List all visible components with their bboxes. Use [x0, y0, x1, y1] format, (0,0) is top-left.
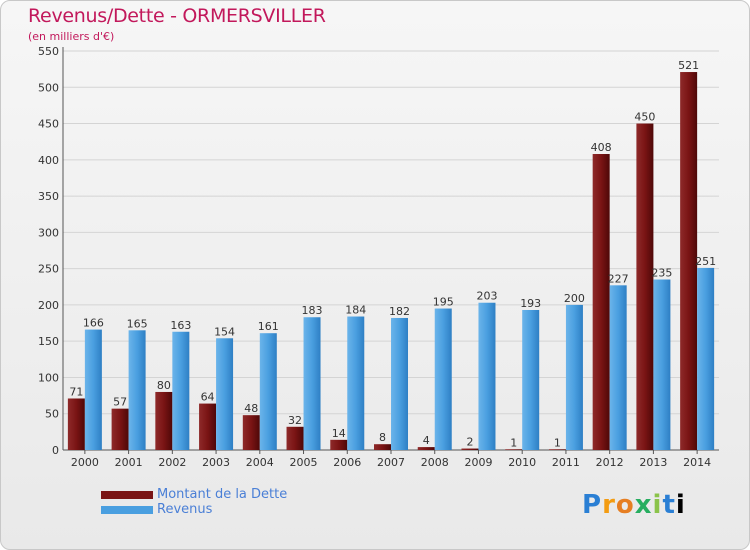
x-tick-label: 2001 [115, 456, 143, 469]
data-label-debt: 408 [591, 141, 612, 154]
x-tick-label: 2009 [464, 456, 492, 469]
bar-debt [286, 426, 304, 450]
y-tick-label: 300 [38, 226, 59, 239]
data-label-debt: 14 [332, 427, 346, 440]
y-tick-label: 450 [38, 118, 59, 131]
chart-title: Revenus/Dette - ORMERSVILLER [28, 5, 326, 27]
bar-revenue [609, 285, 627, 450]
bar-revenue [565, 304, 583, 450]
y-tick-label: 0 [52, 444, 59, 457]
x-tick-label: 2011 [552, 456, 580, 469]
x-tick-label: 2002 [158, 456, 186, 469]
data-label-debt: 71 [69, 385, 83, 398]
data-label-revenue: 163 [170, 319, 191, 332]
data-label-revenue: 193 [520, 297, 541, 310]
bar-debt [374, 444, 391, 450]
bar-revenue [128, 330, 146, 450]
bar-debt [680, 72, 698, 451]
bar-debt [67, 398, 85, 450]
data-label-revenue: 251 [695, 255, 716, 268]
data-label-revenue: 182 [389, 305, 410, 318]
x-tick-label: 2005 [290, 456, 318, 469]
data-label-revenue: 166 [83, 317, 104, 330]
legend-swatch-debt [101, 491, 153, 499]
data-label-revenue: 227 [608, 272, 629, 285]
legend-swatch-revenue [101, 506, 153, 514]
bar-debt [461, 448, 479, 450]
data-label-debt: 521 [678, 59, 699, 72]
y-tick-label: 150 [38, 335, 59, 348]
bar-revenue [653, 279, 671, 450]
bar-revenue [84, 329, 102, 450]
bar-revenue [434, 308, 452, 450]
bar-debt [636, 123, 654, 450]
data-label-revenue: 184 [345, 304, 366, 317]
y-tick-label: 400 [38, 154, 59, 167]
bar-debt [242, 415, 260, 450]
x-tick-label: 2013 [639, 456, 667, 469]
data-label-debt: 1 [554, 436, 561, 449]
y-tick-label: 500 [38, 81, 59, 94]
data-label-debt: 2 [466, 436, 473, 449]
data-label-revenue: 154 [214, 325, 235, 338]
x-tick-label: 2008 [421, 456, 449, 469]
x-tick-label: 2012 [596, 456, 624, 469]
bar-revenue [522, 309, 540, 450]
bar-revenue [259, 333, 277, 450]
bar-revenue [172, 331, 190, 450]
x-tick-label: 2003 [202, 456, 230, 469]
x-tick-label: 2006 [333, 456, 361, 469]
data-label-debt: 1 [510, 436, 517, 449]
bar-revenue [697, 267, 715, 450]
y-tick-label: 200 [38, 299, 59, 312]
x-tick-label: 2007 [377, 456, 405, 469]
data-label-debt: 80 [157, 379, 171, 392]
data-label-debt: 4 [423, 434, 430, 447]
bar-debt [199, 403, 217, 450]
data-label-debt: 8 [379, 431, 386, 444]
bar-debt [417, 447, 435, 450]
data-label-debt: 32 [288, 414, 302, 427]
bar-debt [592, 154, 610, 451]
y-tick-label: 350 [38, 190, 59, 203]
x-tick-label: 2000 [71, 456, 99, 469]
proxiti-logo: Proxiti [582, 490, 686, 520]
chart-subtitle: (en milliers d'€) [28, 30, 115, 43]
x-tick-label: 2004 [246, 456, 274, 469]
x-tick-label: 2010 [508, 456, 536, 469]
bar-debt [111, 408, 129, 450]
bar-revenue [391, 317, 408, 450]
legend-label-revenue: Revenus [157, 502, 213, 517]
bar-debt [330, 439, 348, 450]
y-tick-label: 100 [38, 371, 59, 384]
y-tick-label: 250 [38, 263, 59, 276]
data-label-debt: 57 [113, 396, 127, 409]
bar-revenue [347, 316, 365, 450]
y-tick-label: 50 [45, 408, 59, 421]
data-label-revenue: 183 [302, 304, 323, 317]
bar-debt [548, 449, 566, 450]
bar-debt [505, 449, 523, 450]
data-label-revenue: 165 [127, 317, 148, 330]
data-label-revenue: 203 [476, 290, 497, 303]
data-label-revenue: 235 [651, 267, 672, 280]
data-label-debt: 64 [201, 391, 215, 404]
data-label-revenue: 200 [564, 292, 585, 305]
bar-revenue [478, 302, 496, 450]
data-label-debt: 450 [634, 111, 655, 124]
bar-revenue [216, 338, 234, 450]
bar-revenue [303, 317, 321, 450]
bar-debt [155, 391, 173, 450]
legend-label-debt: Montant de la Dette [157, 487, 288, 502]
data-label-revenue: 161 [258, 320, 279, 333]
x-tick-label: 2014 [683, 456, 711, 469]
y-tick-label: 550 [38, 45, 59, 58]
data-label-revenue: 195 [433, 296, 454, 309]
data-label-debt: 48 [244, 402, 258, 415]
